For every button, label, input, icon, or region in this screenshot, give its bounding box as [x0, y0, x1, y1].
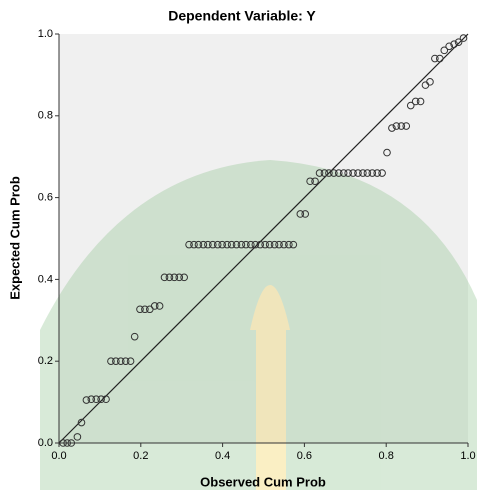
- y-tick-label: 0.0: [38, 437, 53, 449]
- x-tick-label: 0.2: [133, 450, 148, 462]
- x-tick-label: 0.0: [51, 450, 66, 462]
- y-tick-label: 0.6: [38, 192, 53, 204]
- x-tick-label: 0.6: [297, 450, 312, 462]
- x-tick-label: 0.4: [215, 450, 230, 462]
- y-tick-label: 0.4: [38, 273, 53, 285]
- x-tick-label: 1.0: [460, 450, 475, 462]
- y-tick-label: 1.0: [38, 28, 53, 40]
- page: {"chart_data": {"type": "scatter", "titl…: [0, 0, 477, 492]
- y-tick-label: 0.8: [38, 110, 53, 122]
- chart-title: Dependent Variable: Y: [168, 8, 316, 24]
- y-tick-label: 0.2: [38, 355, 53, 367]
- watermark-bar: [256, 330, 286, 490]
- x-axis-label: Observed Cum Prob: [200, 474, 326, 489]
- y-axis-label: Expected Cum Prob: [7, 176, 22, 300]
- x-tick-label: 0.8: [379, 450, 394, 462]
- chart: Dependent Variable: Y Observed Cum Prob …: [0, 0, 477, 492]
